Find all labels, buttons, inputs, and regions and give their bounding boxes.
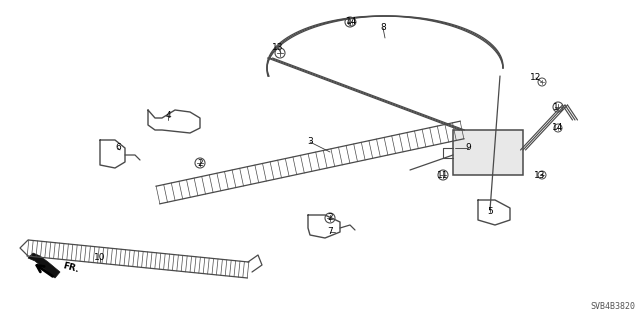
Text: 2: 2 xyxy=(327,213,333,222)
Text: 13: 13 xyxy=(534,170,546,180)
Text: 12: 12 xyxy=(531,73,541,83)
Text: 14: 14 xyxy=(346,18,358,26)
Text: 8: 8 xyxy=(380,24,386,33)
Text: FR.: FR. xyxy=(62,262,80,274)
Text: 3: 3 xyxy=(307,137,313,146)
Text: 13: 13 xyxy=(272,43,284,53)
Text: 6: 6 xyxy=(115,144,121,152)
Text: 9: 9 xyxy=(465,144,471,152)
Text: 5: 5 xyxy=(487,207,493,217)
Text: 4: 4 xyxy=(165,110,171,120)
Text: SVB4B3820: SVB4B3820 xyxy=(590,302,635,311)
Polygon shape xyxy=(28,253,60,278)
Text: 11: 11 xyxy=(437,170,449,180)
Text: 7: 7 xyxy=(327,227,333,236)
Text: 2: 2 xyxy=(197,159,203,167)
Text: 10: 10 xyxy=(94,254,106,263)
Text: 1: 1 xyxy=(553,103,559,113)
Bar xyxy=(453,130,523,175)
Text: 14: 14 xyxy=(552,123,564,132)
